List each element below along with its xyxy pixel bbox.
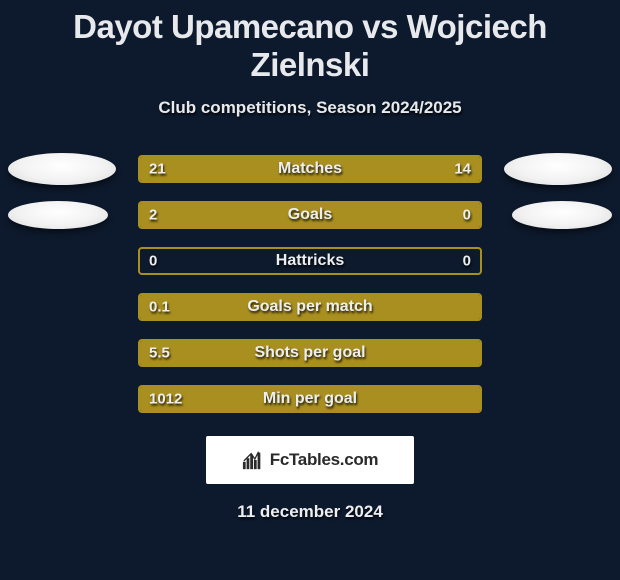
page-title: Dayot Upamecano vs Wojciech Zielnski: [0, 8, 620, 84]
stat-label: Matches: [278, 160, 342, 178]
player-left-marker: [8, 201, 108, 229]
footer-date: 11 december 2024: [0, 502, 620, 522]
page-subtitle: Club competitions, Season 2024/2025: [0, 98, 620, 118]
stat-row: 0 0 Hattricks: [0, 238, 620, 284]
fctables-logo-icon: [242, 449, 264, 471]
stat-value-left: 21: [149, 160, 166, 177]
stat-label: Min per goal: [263, 390, 357, 408]
stat-row: 2 0 Goals: [0, 192, 620, 238]
stat-label: Hattricks: [276, 252, 344, 270]
player-right-marker: [504, 153, 612, 185]
branding-text: FcTables.com: [270, 450, 379, 470]
player-right-marker: [512, 201, 612, 229]
stat-bar-left-fill: [140, 203, 402, 227]
comparison-card: Dayot Upamecano vs Wojciech Zielnski Clu…: [0, 0, 620, 580]
stat-label: Goals per match: [247, 298, 372, 316]
stat-value-left: 1012: [149, 390, 182, 407]
stat-label: Goals: [288, 206, 332, 224]
stat-row: 5.5 Shots per goal: [0, 330, 620, 376]
comparison-chart: 21 14 Matches 2 0 Goals 0 0 Hattricks 0.1 Goals pe…: [0, 146, 620, 422]
stat-value-left: 2: [149, 206, 157, 223]
stat-row: 21 14 Matches: [0, 146, 620, 192]
player-left-marker: [8, 153, 116, 185]
stat-row: 0.1 Goals per match: [0, 284, 620, 330]
stat-value-left: 0.1: [149, 298, 170, 315]
stat-row: 1012 Min per goal: [0, 376, 620, 422]
stat-value-right: 0: [463, 252, 471, 269]
branding-badge: FcTables.com: [206, 436, 414, 484]
stat-value-right: 0: [463, 206, 471, 223]
stat-value-left: 0: [149, 252, 157, 269]
stat-value-right: 14: [454, 160, 471, 177]
stat-value-left: 5.5: [149, 344, 170, 361]
stat-label: Shots per goal: [254, 344, 365, 362]
